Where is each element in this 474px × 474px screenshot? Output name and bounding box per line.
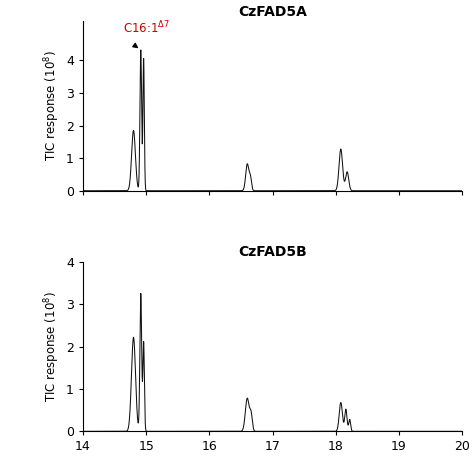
Y-axis label: TIC response (10$^8$): TIC response (10$^8$) — [42, 291, 62, 402]
Title: CzFAD5A: CzFAD5A — [238, 5, 307, 19]
Text: C16:1$^{Δ7}$: C16:1$^{Δ7}$ — [123, 19, 170, 36]
Title: CzFAD5B: CzFAD5B — [238, 246, 307, 259]
Y-axis label: TIC response (10$^8$): TIC response (10$^8$) — [42, 51, 62, 162]
